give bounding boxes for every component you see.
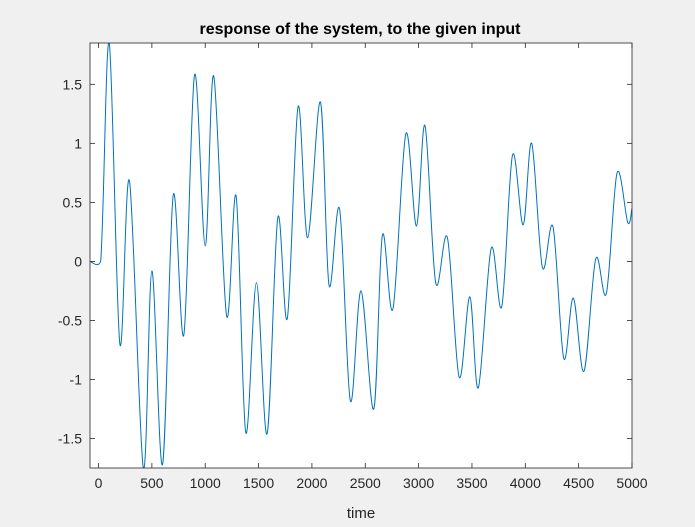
x-tick-label: 1000: [190, 475, 221, 491]
x-tick-label: 1500: [243, 475, 274, 491]
x-tick-label: 5000: [616, 475, 647, 491]
y-tick-label: 0.5: [63, 194, 83, 210]
y-tick-label: 0: [74, 253, 82, 269]
data-layer: [90, 43, 632, 468]
x-tick-label: 500: [140, 475, 164, 491]
x-tick-label: 4500: [563, 475, 594, 491]
x-tick-label: 4000: [510, 475, 541, 491]
y-tick-label: 1.5: [63, 76, 83, 92]
x-tick-label: 3500: [456, 475, 487, 491]
y-tick-label: -0.5: [58, 312, 82, 328]
x-tick-label: 2500: [350, 475, 381, 491]
x-axis-label: time: [347, 505, 375, 522]
x-tick-label: 3000: [403, 475, 434, 491]
y-tick-label: 1: [74, 135, 82, 151]
plot-box: [89, 42, 633, 469]
y-tick-label: -1.5: [58, 430, 82, 446]
x-tick-label: 2000: [296, 475, 327, 491]
axis-layer: 0 500 1000 1500 2000 2500 3000 3500 4000 4500 5000…: [58, 43, 648, 491]
x-tick-label: 0: [95, 475, 103, 491]
chart-title: response of the system, to the given inp…: [200, 21, 522, 38]
plot-area: [90, 43, 632, 468]
y-tick-label: -1: [70, 371, 83, 387]
series-line-0: [90, 43, 632, 468]
